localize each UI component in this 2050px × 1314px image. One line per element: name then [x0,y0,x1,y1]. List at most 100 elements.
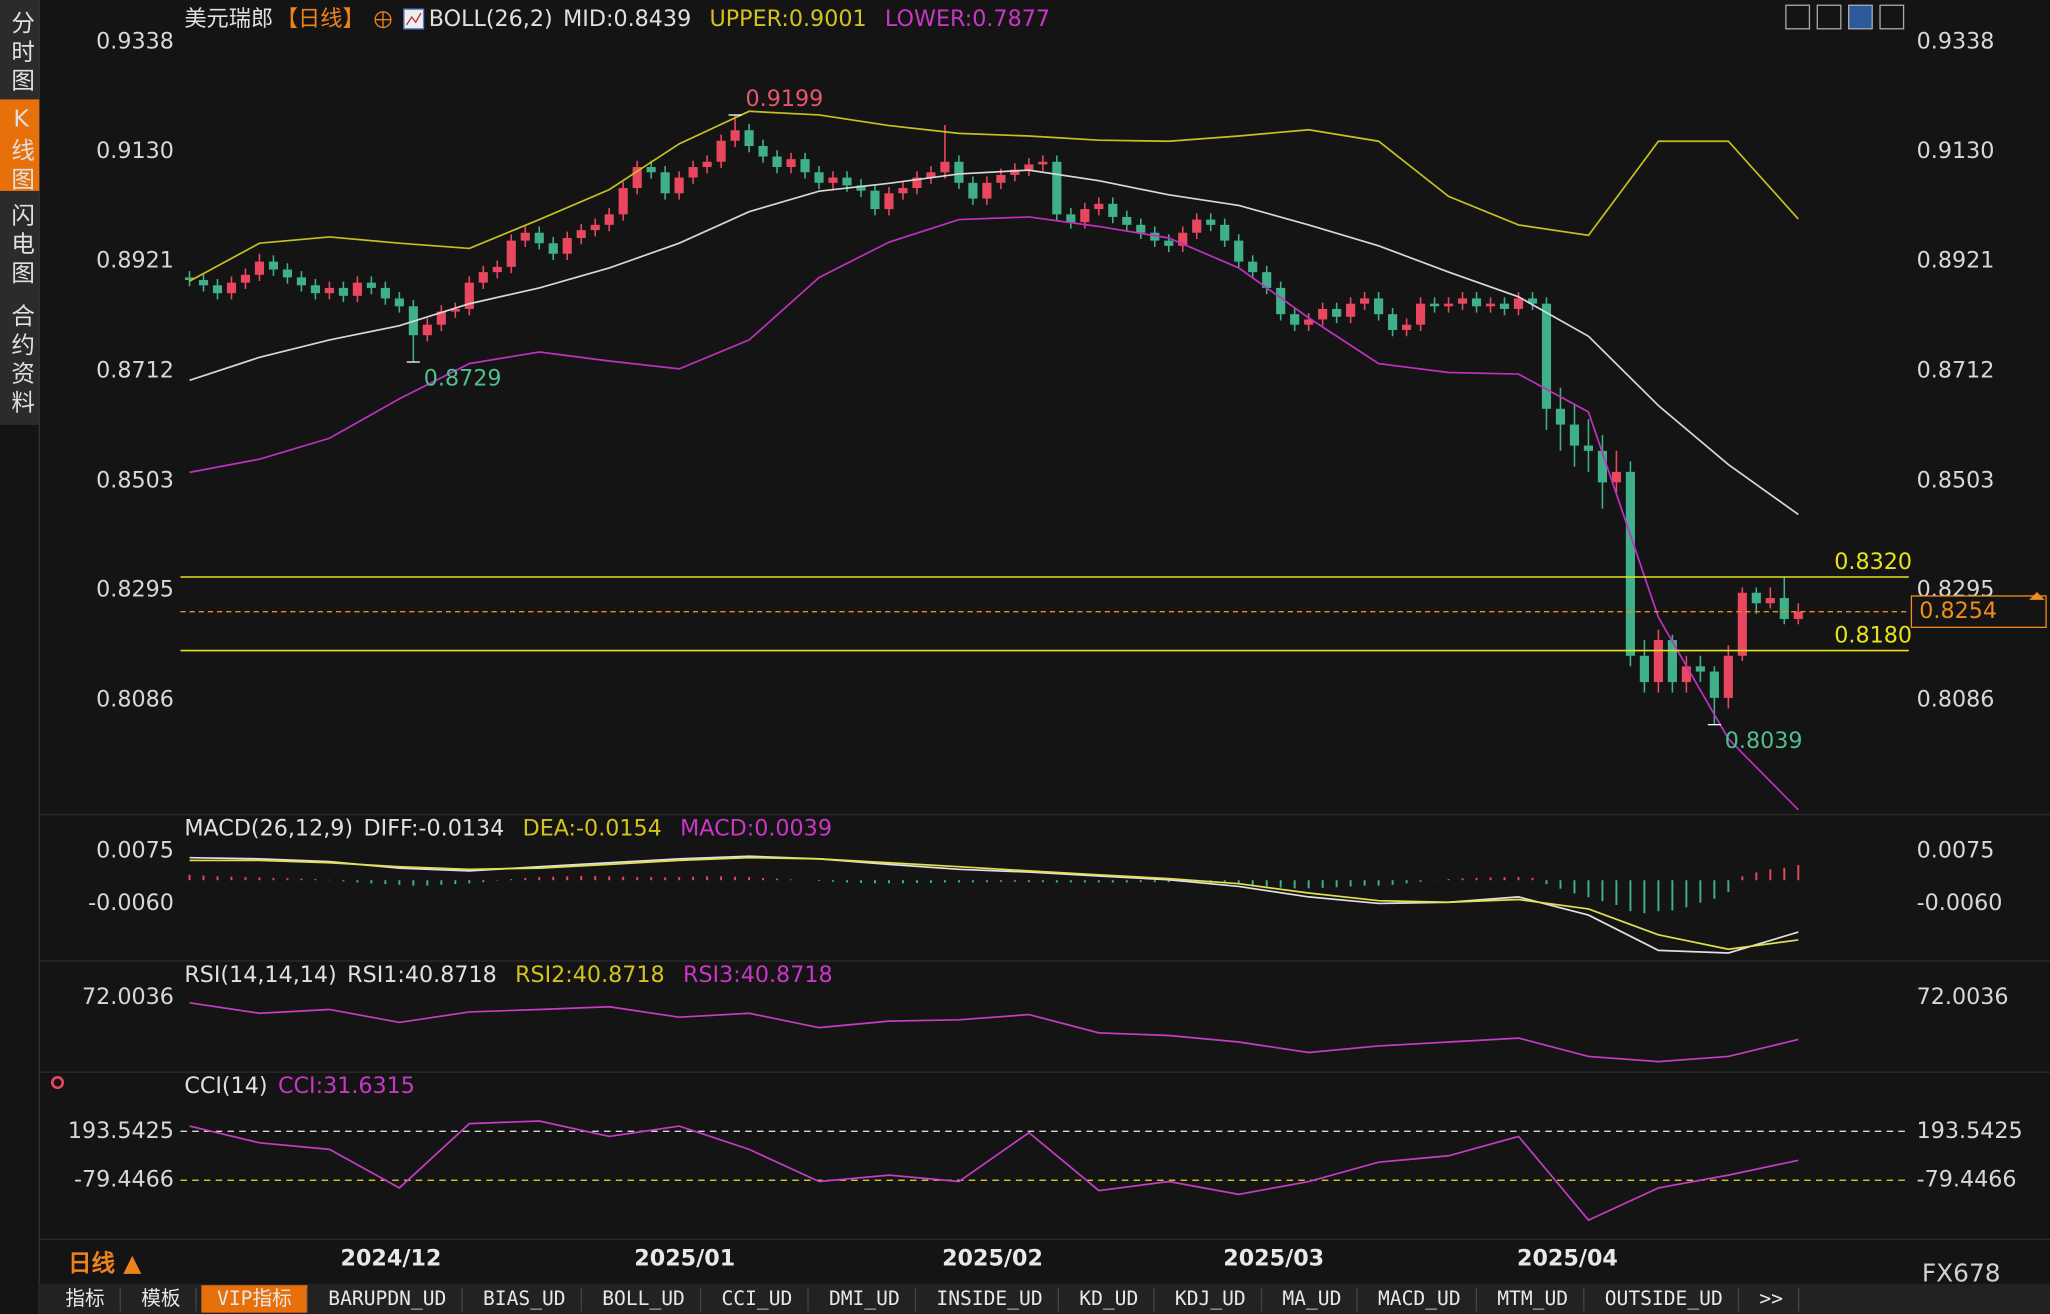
candle-body [1793,611,1803,620]
candle-body [240,274,251,283]
indicator-icon [406,12,422,26]
indicator-title: MACD(26,12,9) [184,815,353,841]
candle-body [1471,298,1482,307]
last-price-box [1910,595,2047,629]
toolbar-icons [1785,4,1905,30]
footer-tab-label[interactable]: KD_UD [1079,1287,1138,1310]
candle-body [1024,164,1034,170]
indicator-line [189,1120,1799,1222]
y-tick-label: -79.4466 [74,1167,174,1193]
candle-body [1192,219,1202,233]
y-tick-label: -0.0060 [1917,890,2003,916]
extreme-label: 0.8039 [1725,728,1803,754]
candle-body [436,311,446,325]
layout-icon[interactable] [1785,4,1811,30]
y-tick-label: 0.8921 [96,248,174,274]
last-price-marker [2029,592,2045,600]
candle-body [226,282,237,294]
candle-body [646,167,656,173]
candle-body [212,285,223,294]
candle-body [1304,319,1314,325]
candle-body [1332,308,1342,317]
footer-tab-label[interactable]: OUTSIDE_UD [1605,1287,1723,1310]
y-tick-label: 72.0036 [82,984,174,1010]
footer-tab-label[interactable]: CCI_UD [721,1287,792,1310]
candle-body [1066,214,1076,223]
indicator-readout: RSI2:40.8718 [515,962,665,988]
candle-body [1415,303,1426,325]
indicator-line [189,169,1799,516]
footer-tab-label[interactable]: BIAS_UD [483,1287,566,1310]
candle-body [1220,224,1230,241]
candle-body [772,156,782,168]
footer-tab-label[interactable]: >> [1759,1287,1783,1310]
candle-body [870,190,880,210]
period-button[interactable]: 日线 ▲ [68,1249,142,1277]
footer-tab-label[interactable]: DMI_UD [829,1287,900,1310]
candle-body [1751,592,1761,604]
footer-tab-label[interactable]: VIP指标 [217,1287,292,1310]
y-tick-label: 193.5425 [1917,1118,2023,1144]
candle-body [506,240,516,267]
footer-tab-label[interactable]: MA_UD [1282,1287,1341,1310]
sidebar-tab[interactable]: 闪电图 [7,202,35,289]
y-tick-label: 193.5425 [68,1118,174,1144]
layout-icon[interactable] [1848,4,1873,30]
candle-body [1723,655,1733,698]
y-tick-label: 0.8086 [96,686,174,712]
last-price-label: 0.8254 [1919,598,1997,624]
candle-body [1136,224,1146,233]
candle-body [450,308,460,312]
indicator-readout: RSI1:40.8718 [347,962,497,988]
candle-body [1555,408,1566,425]
candle-body [758,146,768,157]
layout-icon[interactable] [1879,4,1905,30]
y-tick-label: -0.0060 [88,890,174,916]
y-tick-label: 0.8503 [1917,467,1995,493]
candle-body [492,266,502,273]
candle-body [198,280,209,286]
layout-icon[interactable] [1816,4,1842,30]
candle-body [730,130,740,141]
footer-tab-label[interactable]: KDJ_UD [1175,1287,1246,1310]
candle-body [1318,308,1328,320]
candle-body [548,243,558,254]
footer-tab-label[interactable]: BARUPDN_UD [328,1287,446,1310]
candle-body [982,182,992,199]
footer-tab-label[interactable]: INSIDE_UD [936,1287,1042,1310]
price-line-label: 0.8180 [1834,623,1912,649]
candle-body [1485,303,1496,307]
footer-tab-label[interactable]: MTM_UD [1497,1287,1568,1310]
candle-body [1695,666,1705,672]
candle-body [534,232,544,244]
candle-body [1653,640,1663,683]
candle-body [464,282,474,309]
footer-tab-label[interactable]: 模板 [141,1287,180,1310]
indicator-title: BOLL(26,2) [429,6,553,32]
candle-body [366,282,376,288]
sidebar-tab[interactable]: 分时图 [7,10,35,97]
sidebar-tab[interactable]: K线图 [7,105,35,196]
candle-body [352,282,362,296]
candle-body [1681,666,1691,683]
candle-body [1639,655,1649,683]
candle-body [1709,671,1719,698]
candle-body [842,177,852,186]
indicator-line [189,1001,1799,1063]
candle-body [310,285,320,294]
footer-tab-label[interactable]: 指标 [65,1287,104,1310]
footer-tab-label[interactable]: MACD_UD [1378,1287,1461,1310]
y-tick-label: 0.8712 [1917,357,1995,383]
indicator-readout: UPPER:0.9001 [710,6,867,32]
footer-tab-active[interactable] [201,1285,308,1313]
footer-tab-label[interactable]: BOLL_UD [602,1287,685,1310]
y-tick-label: 0.9338 [1917,28,1995,54]
candle-body [744,130,754,147]
candle-body [1038,161,1048,165]
sidebar-tab[interactable]: 合约资料 [7,303,35,418]
candle-body [1108,203,1118,217]
candle-body [268,261,279,270]
x-tick-label: 2025/03 [1223,1246,1324,1272]
candle-body [1583,445,1594,451]
